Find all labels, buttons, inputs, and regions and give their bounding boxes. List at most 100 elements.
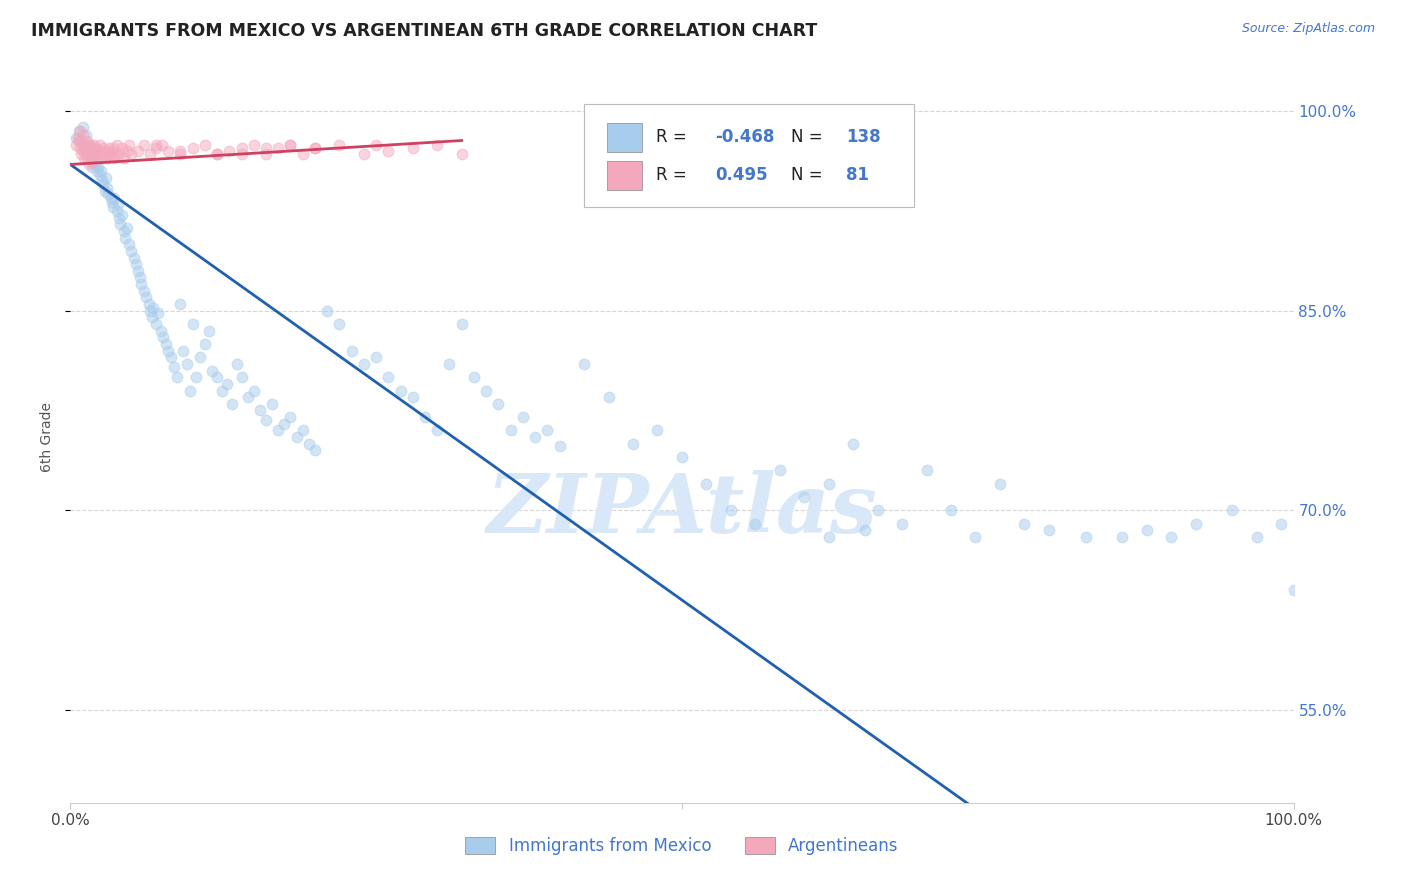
Point	[104, 146, 127, 161]
Point	[139, 303, 162, 318]
Point	[744, 516, 766, 531]
Point	[101, 144, 124, 158]
Point	[111, 208, 134, 222]
Point	[75, 137, 97, 152]
Point	[107, 197, 129, 211]
Point	[72, 120, 94, 135]
Point	[80, 151, 103, 165]
Point	[328, 137, 350, 152]
Point	[181, 317, 204, 331]
Point	[101, 194, 124, 209]
Point	[340, 343, 363, 358]
Point	[105, 137, 128, 152]
Point	[67, 134, 90, 148]
Point	[181, 141, 204, 155]
Point	[145, 317, 167, 331]
Point	[891, 516, 914, 531]
Point	[205, 146, 228, 161]
Point	[155, 337, 177, 351]
Y-axis label: 6th Grade: 6th Grade	[39, 402, 53, 472]
Point	[179, 384, 201, 398]
Point	[111, 141, 134, 155]
Point	[988, 476, 1011, 491]
Point	[127, 144, 149, 158]
Point	[450, 317, 472, 331]
Point	[83, 141, 105, 155]
Text: 0.495: 0.495	[714, 166, 768, 185]
Point	[67, 124, 90, 138]
Point	[1184, 516, 1206, 531]
Point	[114, 230, 136, 244]
Point	[77, 137, 100, 152]
Point	[141, 310, 163, 325]
Point	[73, 141, 96, 155]
Text: -0.468: -0.468	[714, 128, 775, 146]
Point	[90, 151, 112, 165]
Point	[115, 144, 138, 158]
Point	[211, 384, 233, 398]
Point	[91, 144, 114, 158]
Point	[218, 144, 240, 158]
Point	[647, 424, 669, 438]
Point	[69, 134, 91, 148]
Point	[77, 144, 100, 158]
Point	[103, 191, 125, 205]
Point	[65, 131, 87, 145]
Point	[316, 303, 339, 318]
Point	[236, 390, 259, 404]
Point	[243, 384, 266, 398]
Point	[91, 141, 114, 155]
Point	[83, 137, 105, 152]
Point	[426, 137, 449, 152]
Point	[249, 403, 271, 417]
FancyBboxPatch shape	[607, 161, 641, 190]
Point	[254, 141, 277, 155]
Point	[129, 270, 152, 285]
Point	[100, 191, 122, 205]
FancyBboxPatch shape	[583, 104, 914, 207]
Text: ZIPAtlas: ZIPAtlas	[486, 470, 877, 550]
Point	[69, 141, 91, 155]
Point	[94, 170, 117, 185]
Point	[152, 330, 174, 344]
Point	[512, 410, 534, 425]
Point	[254, 413, 277, 427]
Point	[793, 490, 815, 504]
Point	[1246, 530, 1268, 544]
Point	[1270, 516, 1292, 531]
Text: 138: 138	[846, 128, 880, 146]
Point	[194, 137, 217, 152]
Point	[169, 297, 191, 311]
Point	[145, 137, 167, 152]
Point	[93, 184, 115, 198]
Point	[82, 144, 104, 158]
Point	[72, 137, 94, 152]
Point	[69, 124, 91, 138]
Point	[118, 137, 141, 152]
Point	[377, 370, 399, 384]
Point	[72, 128, 94, 143]
Point	[75, 146, 97, 161]
Point	[87, 160, 110, 174]
Point	[965, 530, 987, 544]
Point	[304, 141, 326, 155]
Point	[720, 503, 742, 517]
Point	[377, 144, 399, 158]
Point	[76, 134, 98, 148]
Point	[149, 324, 172, 338]
Point	[291, 424, 314, 438]
Point	[1136, 523, 1159, 537]
Point	[205, 370, 228, 384]
Point	[225, 357, 247, 371]
Point	[118, 237, 141, 252]
Point	[169, 144, 191, 158]
Point	[280, 137, 302, 152]
Point	[89, 137, 111, 152]
Point	[73, 151, 96, 165]
Point	[671, 450, 693, 464]
Point	[598, 390, 620, 404]
Point	[304, 141, 326, 155]
Point	[463, 370, 485, 384]
Point	[366, 351, 388, 365]
Point	[817, 530, 839, 544]
